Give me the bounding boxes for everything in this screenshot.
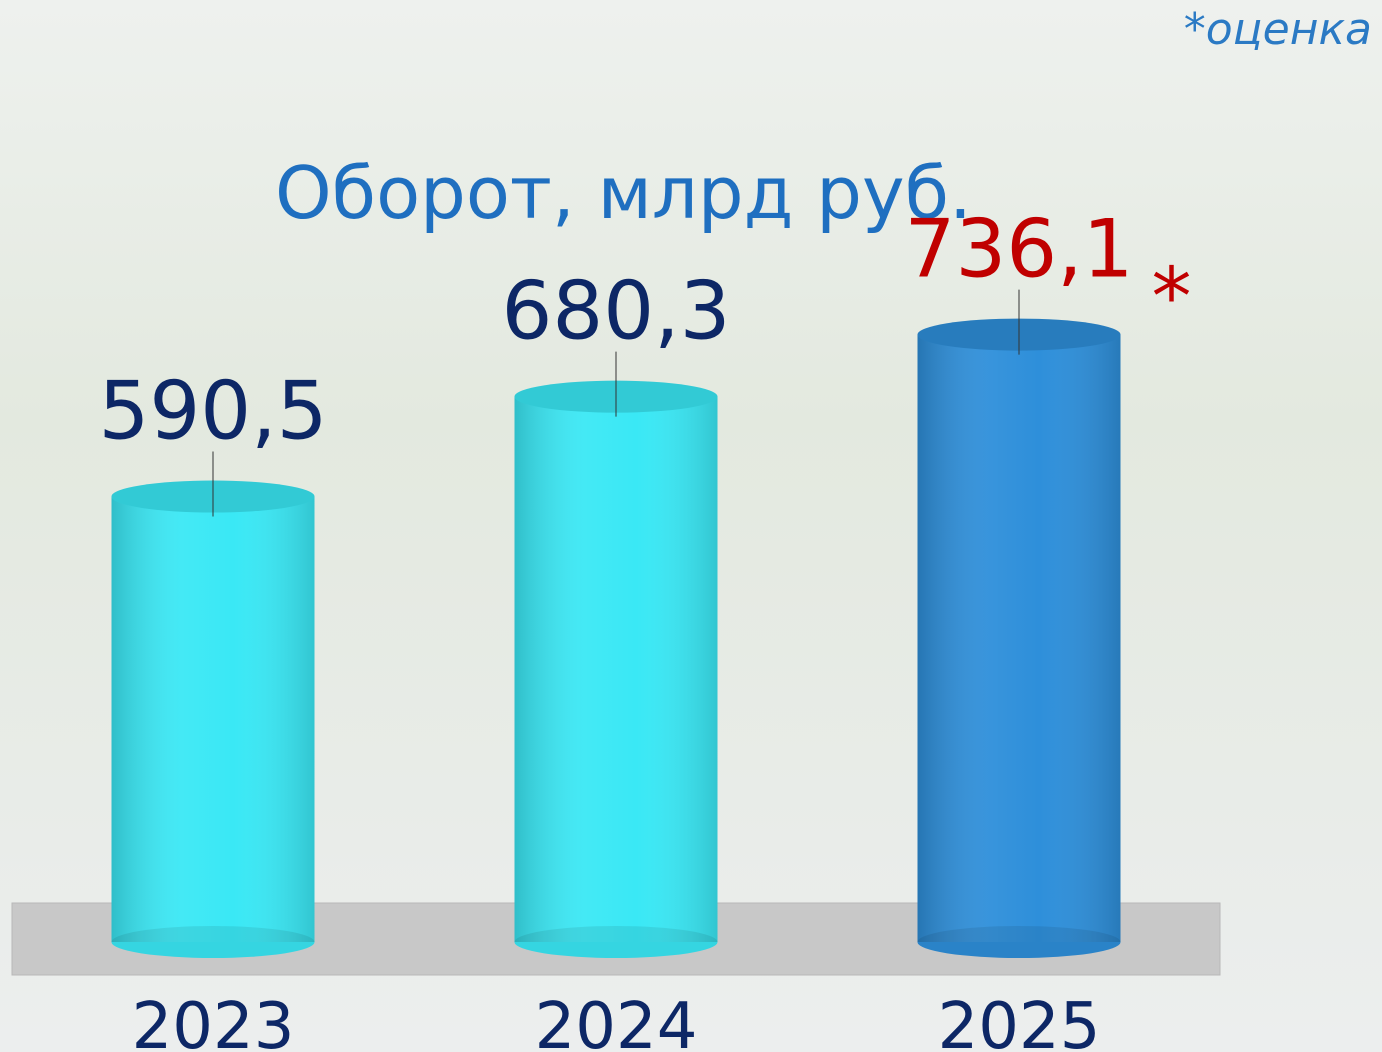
x-tick-label: 2023 [132, 990, 295, 1052]
estimate-mark: * [1152, 251, 1192, 344]
bar-shade [111, 496, 315, 942]
bar-shade [514, 396, 718, 942]
x-tick-label: 2025 [938, 990, 1101, 1052]
value-label: 680,3 [501, 265, 730, 358]
note: *оценка [1184, 4, 1372, 55]
cylinder-base-shade [514, 926, 718, 958]
chart-title: Оборот, млрд руб. [275, 151, 972, 235]
x-tick-label: 2024 [535, 990, 698, 1052]
value-label: 590,5 [98, 365, 327, 458]
cylinder-base-shade [111, 926, 315, 958]
cylinder-base-shade [917, 926, 1121, 958]
value-label: 736,1 [904, 203, 1133, 296]
bar-shade [917, 334, 1121, 942]
